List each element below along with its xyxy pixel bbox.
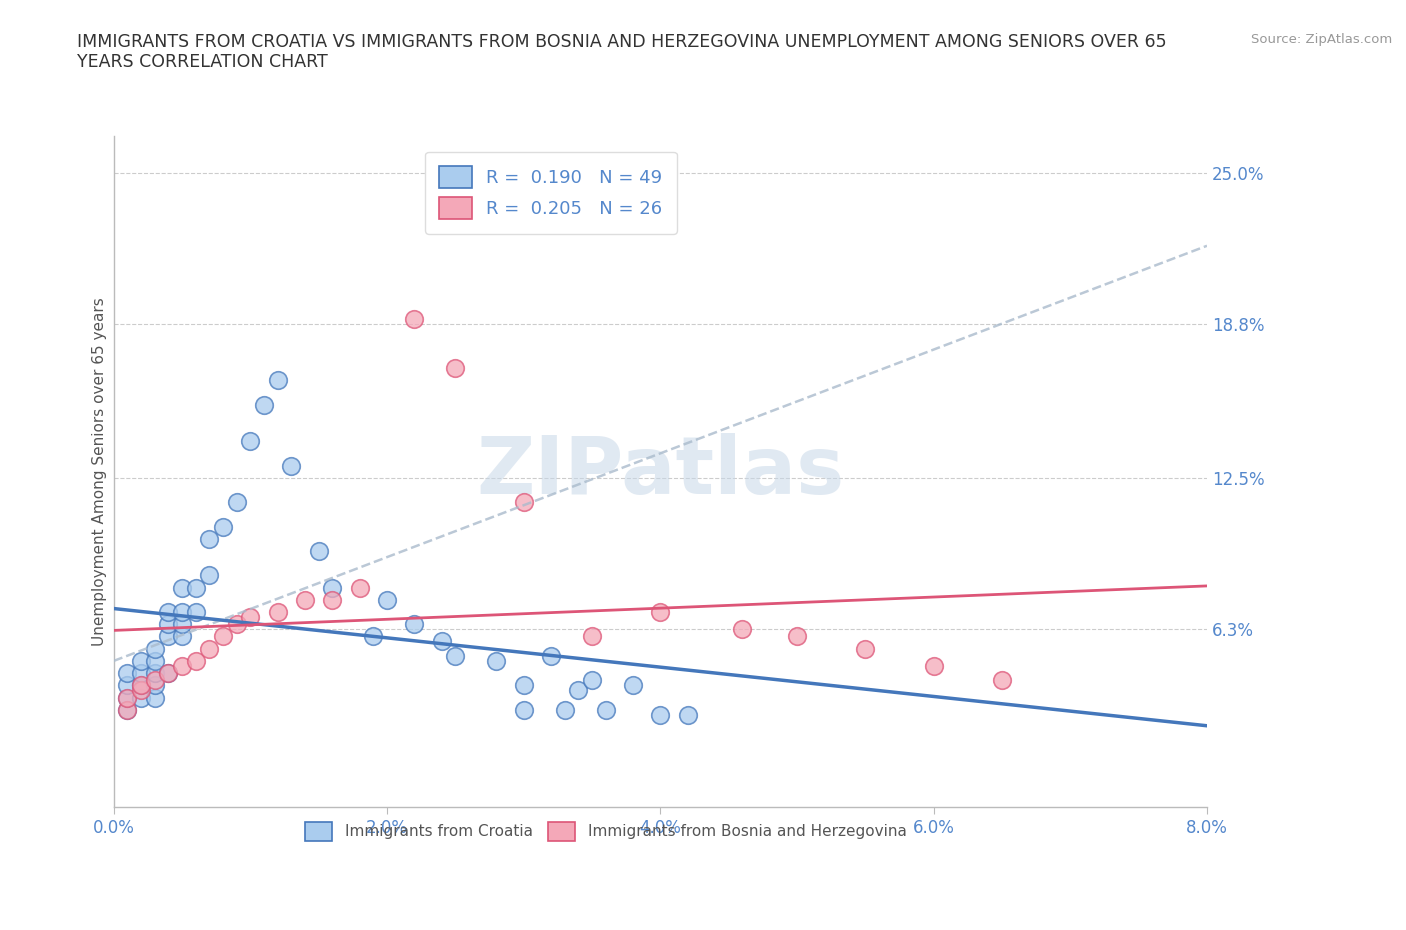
Point bbox=[731, 622, 754, 637]
Point bbox=[157, 604, 180, 619]
Point bbox=[117, 702, 139, 717]
Point bbox=[922, 658, 945, 673]
Point bbox=[129, 666, 152, 681]
Point bbox=[117, 690, 139, 705]
Point bbox=[349, 580, 371, 595]
Point bbox=[404, 312, 426, 326]
Point bbox=[225, 495, 247, 510]
Point bbox=[267, 373, 290, 388]
Point bbox=[198, 642, 221, 657]
Y-axis label: Unemployment Among Seniors over 65 years: Unemployment Among Seniors over 65 years bbox=[93, 298, 107, 646]
Point bbox=[512, 702, 534, 717]
Point bbox=[157, 666, 180, 681]
Point bbox=[225, 617, 247, 631]
Point bbox=[786, 629, 808, 644]
Point bbox=[444, 361, 467, 376]
Point bbox=[321, 592, 343, 607]
Point bbox=[581, 629, 603, 644]
Point bbox=[567, 683, 589, 698]
Point bbox=[129, 654, 152, 669]
Point bbox=[294, 592, 316, 607]
Point bbox=[375, 592, 398, 607]
Point bbox=[267, 604, 290, 619]
Point bbox=[363, 629, 385, 644]
Point bbox=[117, 678, 139, 693]
Point bbox=[157, 666, 180, 681]
Text: Source: ZipAtlas.com: Source: ZipAtlas.com bbox=[1251, 33, 1392, 46]
Point bbox=[143, 654, 166, 669]
Point bbox=[198, 568, 221, 583]
Point bbox=[157, 617, 180, 631]
Point bbox=[404, 617, 426, 631]
Point bbox=[170, 580, 193, 595]
Point bbox=[621, 678, 644, 693]
Point bbox=[117, 666, 139, 681]
Point bbox=[321, 580, 343, 595]
Point bbox=[650, 707, 672, 722]
Point bbox=[143, 642, 166, 657]
Point bbox=[512, 495, 534, 510]
Point bbox=[170, 617, 193, 631]
Point bbox=[485, 654, 508, 669]
Point bbox=[129, 690, 152, 705]
Point bbox=[540, 648, 562, 663]
Point bbox=[595, 702, 617, 717]
Point bbox=[280, 458, 302, 473]
Legend: Immigrants from Croatia, Immigrants from Bosnia and Herzegovina: Immigrants from Croatia, Immigrants from… bbox=[298, 816, 912, 847]
Text: IMMIGRANTS FROM CROATIA VS IMMIGRANTS FROM BOSNIA AND HERZEGOVINA UNEMPLOYMENT A: IMMIGRANTS FROM CROATIA VS IMMIGRANTS FR… bbox=[77, 33, 1167, 72]
Point bbox=[581, 673, 603, 688]
Point bbox=[184, 580, 207, 595]
Point bbox=[198, 531, 221, 546]
Point bbox=[991, 673, 1014, 688]
Point bbox=[308, 543, 330, 558]
Point bbox=[157, 629, 180, 644]
Point bbox=[853, 642, 876, 657]
Point bbox=[129, 678, 152, 693]
Point bbox=[143, 666, 166, 681]
Point bbox=[430, 634, 453, 649]
Point bbox=[184, 654, 207, 669]
Point bbox=[184, 604, 207, 619]
Point bbox=[143, 690, 166, 705]
Point bbox=[239, 609, 262, 624]
Point bbox=[117, 690, 139, 705]
Point bbox=[239, 433, 262, 448]
Point bbox=[512, 678, 534, 693]
Text: ZIPatlas: ZIPatlas bbox=[477, 432, 845, 511]
Point bbox=[253, 397, 276, 412]
Point bbox=[212, 519, 235, 534]
Point bbox=[212, 629, 235, 644]
Point bbox=[444, 648, 467, 663]
Point bbox=[170, 604, 193, 619]
Point bbox=[676, 707, 699, 722]
Point bbox=[170, 629, 193, 644]
Point bbox=[170, 658, 193, 673]
Point bbox=[143, 678, 166, 693]
Point bbox=[117, 702, 139, 717]
Point bbox=[143, 673, 166, 688]
Point bbox=[554, 702, 576, 717]
Point bbox=[129, 683, 152, 698]
Point bbox=[129, 678, 152, 693]
Point bbox=[650, 604, 672, 619]
